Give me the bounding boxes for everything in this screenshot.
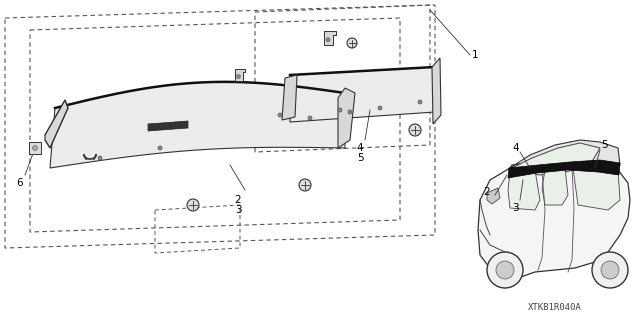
Circle shape	[98, 156, 102, 160]
Circle shape	[338, 108, 342, 112]
Polygon shape	[29, 142, 41, 154]
Polygon shape	[324, 31, 336, 45]
Polygon shape	[512, 143, 600, 175]
Text: 3: 3	[512, 203, 518, 213]
Circle shape	[347, 38, 357, 48]
Text: 4: 4	[513, 143, 519, 153]
Polygon shape	[508, 160, 620, 178]
Polygon shape	[478, 158, 630, 285]
Polygon shape	[432, 58, 441, 124]
Circle shape	[409, 124, 421, 136]
Circle shape	[326, 38, 330, 42]
Polygon shape	[487, 188, 500, 204]
Circle shape	[378, 106, 382, 110]
Polygon shape	[50, 82, 345, 168]
Text: 4: 4	[356, 143, 364, 153]
Circle shape	[487, 252, 523, 288]
Polygon shape	[508, 170, 540, 210]
Circle shape	[496, 261, 514, 279]
Circle shape	[158, 146, 162, 150]
Polygon shape	[45, 100, 68, 148]
Text: 5: 5	[602, 140, 608, 150]
Polygon shape	[510, 140, 620, 168]
Circle shape	[278, 113, 282, 117]
Circle shape	[236, 75, 241, 78]
Text: 2: 2	[483, 187, 490, 197]
Polygon shape	[338, 88, 355, 148]
Circle shape	[418, 100, 422, 104]
Circle shape	[308, 116, 312, 120]
Polygon shape	[235, 69, 245, 81]
Polygon shape	[148, 121, 188, 131]
Text: 6: 6	[17, 178, 23, 188]
Polygon shape	[573, 162, 620, 210]
Circle shape	[348, 110, 352, 114]
Text: XTKB1R040A: XTKB1R040A	[528, 303, 582, 313]
Circle shape	[33, 145, 38, 151]
Text: 1: 1	[472, 50, 479, 60]
Polygon shape	[282, 75, 297, 120]
Polygon shape	[542, 168, 568, 205]
Text: 3: 3	[235, 205, 241, 215]
Circle shape	[299, 179, 311, 191]
Circle shape	[601, 261, 619, 279]
Circle shape	[592, 252, 628, 288]
Polygon shape	[290, 67, 435, 122]
Circle shape	[187, 199, 199, 211]
Text: 2: 2	[235, 195, 241, 205]
Text: 5: 5	[356, 153, 364, 163]
